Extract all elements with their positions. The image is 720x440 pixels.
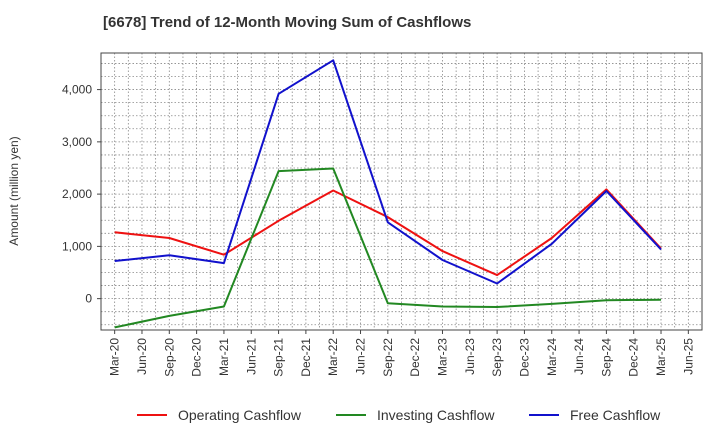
chart-title: [6678] Trend of 12-Month Moving Sum of C… [103, 14, 472, 31]
series-line-operating-cashflow [114, 188, 662, 277]
x-tick-label: Mar-21 [217, 338, 231, 376]
y-tick-label: 4,000 [62, 83, 92, 97]
x-tick-label: Mar-24 [545, 338, 559, 376]
series-line-free-cashflow [114, 59, 662, 285]
grid [100, 53, 703, 330]
legend-label-operating-cashflow: Operating Cashflow [178, 407, 302, 423]
x-tick-label: Mar-23 [435, 338, 449, 376]
x-tick-label: Mar-22 [326, 338, 340, 376]
x-tick-label: Dec-24 [627, 338, 641, 377]
x-tick-label: Mar-25 [654, 338, 668, 376]
axes: Mar-20 Jun-20 Sep-20 Dec-20 Mar-21 Jun-21 Sep-… [62, 83, 695, 377]
x-tick-label: Mar-20 [108, 338, 122, 376]
x-tick-label: Jun-21 [244, 338, 258, 375]
legend-label-free-cashflow: Free Cashflow [570, 407, 661, 423]
x-tick-label: Jun-24 [572, 338, 586, 375]
y-tick-label: 2,000 [62, 187, 92, 201]
y-axis-label: Amount (million yen) [7, 136, 21, 245]
x-tick-label: Sep-20 [162, 338, 176, 377]
x-tick-label: Jun-22 [354, 338, 368, 375]
x-tick-label: Jun-25 [681, 338, 695, 375]
x-tick-label: Dec-22 [408, 338, 422, 377]
x-tick-label: Sep-24 [599, 338, 613, 377]
x-tick-label: Dec-23 [517, 338, 531, 377]
x-tick-label: Sep-21 [272, 338, 286, 377]
x-tick-label: Dec-20 [190, 338, 204, 377]
series-line-investing-cashflow [114, 167, 662, 329]
x-tick-label: Sep-22 [381, 338, 395, 377]
x-tick-label: Jun-20 [135, 338, 149, 375]
y-tick-label: 3,000 [62, 135, 92, 149]
y-tick-label: 1,000 [62, 239, 92, 253]
series-lines [114, 59, 662, 329]
x-tick-label: Jun-23 [463, 338, 477, 375]
x-tick-label: Sep-23 [490, 338, 504, 377]
plot-area-frame [100, 52, 703, 331]
x-tick-label: Dec-21 [299, 338, 313, 377]
y-tick-label: 0 [85, 292, 92, 306]
legend: Operating Cashflow Investing Cashflow Free… [137, 407, 661, 423]
legend-label-investing-cashflow: Investing Cashflow [377, 407, 495, 423]
